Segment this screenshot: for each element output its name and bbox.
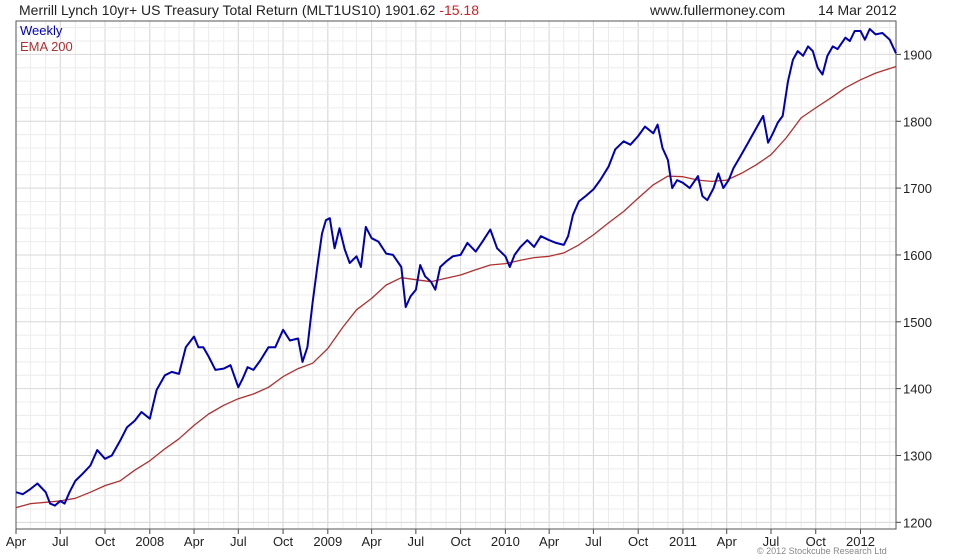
- copyright-text: © 2012 Stockcube Research Ltd: [757, 546, 887, 556]
- x-tick-label: Oct: [273, 534, 294, 549]
- x-tick-label: Apr: [361, 534, 382, 549]
- series-line-ema-200: [15, 65, 897, 509]
- chart-series: [15, 28, 897, 509]
- chart-axes: Apr Jul Oct 2008 Apr Jul Oct 2009 Apr Jul Oct 2010 A…: [6, 20, 932, 549]
- x-tick-label: 2009: [313, 534, 342, 549]
- legend-entry: EMA 200: [20, 39, 73, 54]
- y-tick-label: 1900: [903, 47, 932, 62]
- last-value: 1901.62: [384, 2, 436, 18]
- chart-grid: [15, 21, 896, 529]
- y-tick-label: 1400: [903, 382, 932, 397]
- site-url: www.fullermoney.com: [650, 2, 786, 18]
- x-tick-label: Jul: [408, 534, 425, 549]
- chart-header: Merrill Lynch 10yr+ US Treasury Total Re…: [19, 0, 479, 20]
- series-line-weekly: [15, 28, 897, 507]
- x-tick-label: Apr: [184, 534, 205, 549]
- plot-background: [16, 21, 896, 529]
- x-tick-label: 2011: [669, 534, 697, 549]
- change-value: -15.18: [439, 2, 480, 18]
- y-tick-label: 1200: [903, 515, 932, 530]
- y-tick-label: 1500: [903, 315, 932, 330]
- x-tick-label: Apr: [539, 534, 560, 549]
- x-tick-label: Oct: [95, 534, 116, 549]
- x-tick-label: Oct: [451, 534, 472, 549]
- x-tick-label: 2010: [491, 534, 520, 549]
- x-tick-label: Jul: [585, 534, 602, 549]
- plot-frame: [15, 20, 897, 530]
- x-tick-label: 2008: [135, 534, 164, 549]
- x-tick-label: Apr: [6, 534, 27, 549]
- x-tick-label: Jul: [52, 534, 69, 549]
- x-tick-label: Jul: [230, 534, 247, 549]
- chart-date: 14 Mar 2012: [818, 2, 897, 18]
- y-tick-label: 1600: [903, 248, 932, 263]
- chart-title: Merrill Lynch 10yr+ US Treasury Total Re…: [19, 2, 381, 18]
- y-tick-label: 1300: [903, 448, 932, 463]
- y-tick-label: 1800: [903, 114, 932, 129]
- legend-entry: Weekly: [20, 23, 63, 38]
- x-tick-label: Oct: [628, 534, 649, 549]
- x-tick-label: Apr: [717, 534, 738, 549]
- y-tick-label: 1700: [903, 181, 932, 196]
